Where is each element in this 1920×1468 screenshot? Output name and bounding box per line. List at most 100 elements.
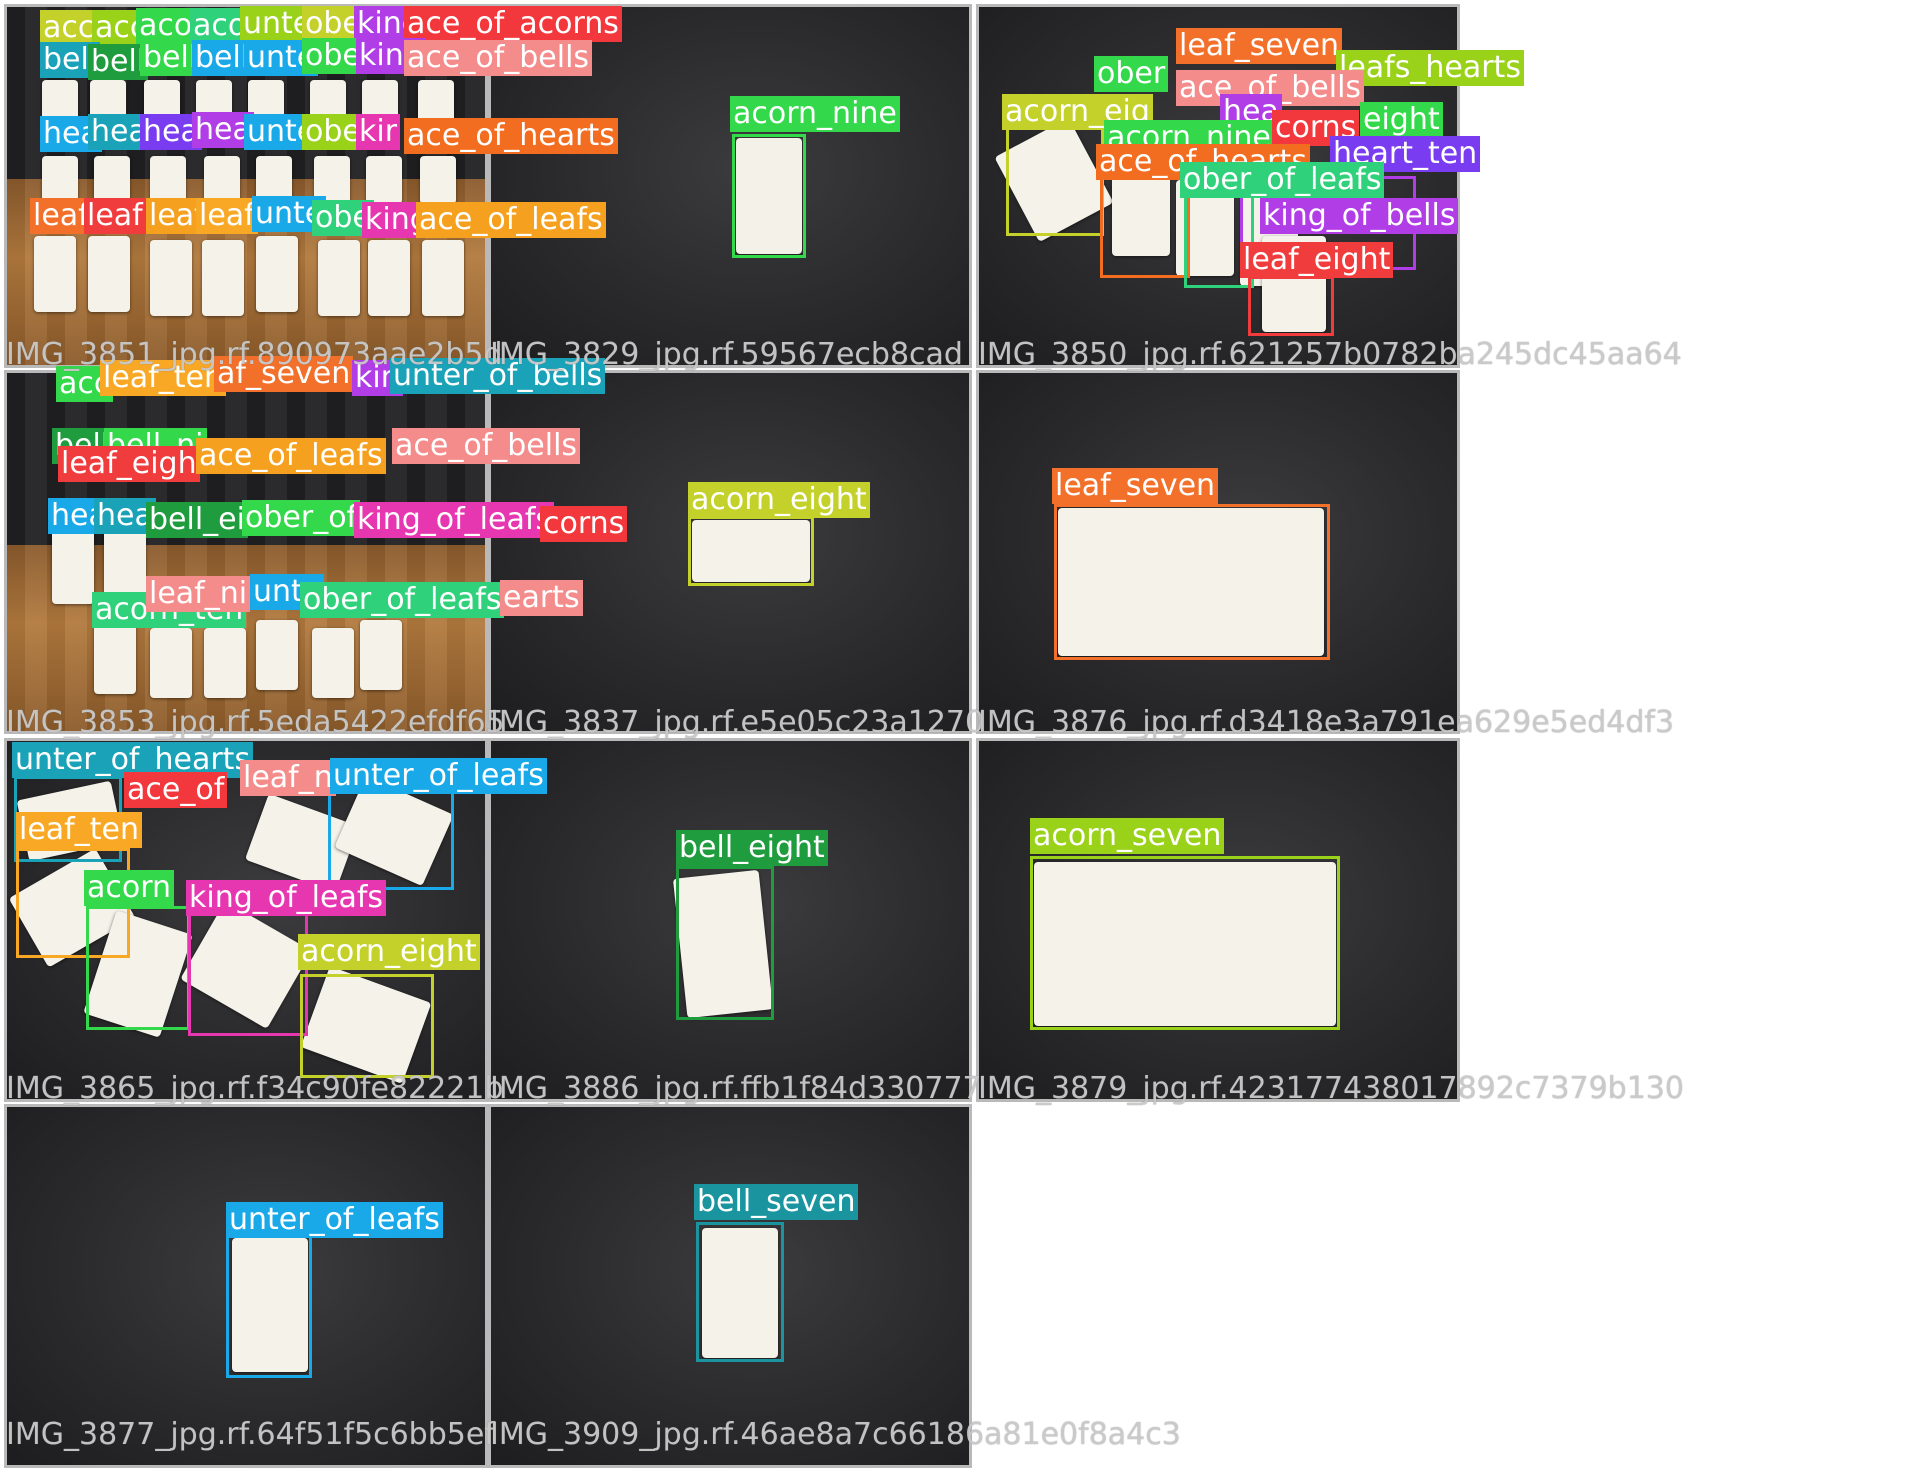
- bbox-label: ace_of_hearts: [404, 118, 618, 154]
- bbox-label: unter_of_leafs: [226, 1202, 443, 1238]
- bbox-label: kir: [356, 114, 401, 150]
- playing-card: [318, 240, 360, 316]
- image-caption: IMG_3877_jpg.rf.64f51f5c6bb5ef: [6, 1417, 495, 1452]
- bbox-label: ace_of_leafs: [416, 202, 606, 238]
- playing-card: [34, 236, 76, 312]
- bbox-label: ober_of_leafs: [1180, 162, 1385, 198]
- bbox-label: acc: [40, 10, 98, 46]
- bbox-label: ace_of_leafs: [196, 438, 386, 474]
- bbox-king-of-leafs: [188, 912, 308, 1036]
- bbox-label: leaf: [30, 198, 92, 234]
- playing-card: [204, 156, 240, 204]
- image-caption: IMG_3876_jpg.rf.d3418e3a791ea629e5ed4df3: [978, 705, 1675, 740]
- image-caption: IMG_3886_jpg.rf.ffb1f84d330777: [490, 1071, 982, 1106]
- bbox-label: leaf_ni: [146, 576, 251, 612]
- bbox-label: earts: [500, 580, 583, 616]
- bbox-label: unter_of_bells: [390, 358, 606, 394]
- bbox-acorn-eight: [300, 974, 434, 1078]
- image-caption: IMG_3865_jpg.rf.f34c90fe82221b: [6, 1071, 504, 1106]
- bbox-label: eight: [1360, 102, 1443, 138]
- playing-card: [1058, 508, 1324, 656]
- bbox-acorn-nine: [732, 134, 806, 258]
- bbox-label: ace_of_bells: [404, 40, 593, 76]
- bbox-label: bell_seven: [694, 1184, 859, 1220]
- playing-card: [150, 240, 192, 316]
- bbox-label: hea: [88, 114, 150, 150]
- bbox-label: af_seven: [214, 356, 354, 392]
- bbox-label: leaf_seven: [1052, 468, 1219, 504]
- bbox-unter-of-leafs: [226, 1232, 312, 1378]
- bbox-label: acorn_eight: [688, 482, 870, 518]
- bbox-label: corns: [540, 506, 628, 542]
- bbox-label: hea: [140, 114, 202, 150]
- bbox-label: king_of_leafs: [354, 502, 555, 538]
- bbox-label: ace_of_acorns: [404, 6, 622, 42]
- playing-card: [202, 240, 244, 316]
- image-caption: IMG_3837_jpg.rf.e5e05c23a1270: [490, 705, 985, 740]
- bbox-label: aco: [136, 8, 196, 44]
- playing-card: [256, 620, 298, 690]
- bbox-label: unte: [240, 6, 315, 42]
- bbox-acorn-eight: [688, 516, 814, 586]
- playing-card: [702, 1228, 778, 1358]
- playing-card: [256, 236, 298, 312]
- bbox-label: acorn_seven: [1030, 818, 1225, 854]
- playing-card: [94, 624, 136, 694]
- bbox-label: king_of_leafs: [186, 880, 387, 916]
- playing-card: [52, 528, 94, 604]
- bbox-acorn: [86, 906, 190, 1030]
- bbox-label: hea: [94, 498, 156, 534]
- playing-card: [368, 240, 410, 316]
- image-caption: IMG_3829_jpg.rf.59567ecb8cad: [490, 337, 963, 372]
- bbox-label: obe: [302, 6, 364, 42]
- playing-card: [422, 240, 464, 316]
- bbox-leaf-seven: [1054, 504, 1330, 660]
- playing-card: [420, 156, 456, 204]
- bbox-leaf-eight: [1248, 276, 1334, 336]
- bbox-label: hea: [192, 112, 254, 148]
- bbox-label: bell: [140, 40, 201, 76]
- bbox-label: ober_of_leafs: [300, 582, 505, 618]
- bbox-label: ober: [1094, 56, 1169, 92]
- bbox-label: leaf: [84, 198, 146, 234]
- bbox-label: leaf_eigh: [58, 446, 200, 482]
- bbox-label: acorn_eight: [298, 934, 480, 970]
- bbox-label: ober_of: [242, 500, 361, 536]
- bbox-label: bell_eight: [676, 830, 828, 866]
- bbox-label: leaf_ten: [100, 360, 226, 396]
- playing-card: [204, 628, 246, 698]
- bbox-label: bell: [192, 40, 253, 76]
- playing-card: [94, 156, 130, 204]
- bbox-label: ace_of_bells: [392, 428, 581, 464]
- playing-card: [42, 156, 78, 204]
- bbox-label: leaf_ten: [16, 812, 142, 848]
- bbox-label: leaf_eight: [1240, 242, 1394, 278]
- playing-card: [232, 1238, 308, 1372]
- playing-card: [88, 236, 130, 312]
- bbox-label: obe: [302, 38, 364, 74]
- bbox-bell-seven: [696, 1222, 784, 1362]
- bbox-label: bell_ei: [146, 502, 248, 538]
- bbox-unter-of-leafs: [328, 790, 454, 890]
- playing-card: [312, 628, 354, 698]
- bbox-label: unter_of_leafs: [330, 758, 547, 794]
- bbox-label: ace_of: [124, 772, 228, 808]
- bbox-label: leafs_hearts: [1336, 50, 1524, 86]
- bbox-label: leaf_n: [240, 760, 336, 796]
- playing-card: [736, 138, 802, 254]
- playing-card: [150, 156, 186, 204]
- bbox-label: bell: [88, 44, 149, 80]
- bbox-label: leaf: [196, 198, 258, 234]
- playing-card: [366, 156, 402, 204]
- image-caption: IMG_3851_jpg.rf.890973aae2b5d: [6, 337, 503, 372]
- playing-card: [692, 520, 810, 582]
- bbox-label: leaf_seven: [1176, 28, 1343, 64]
- bbox-label: ace_of_bells: [1176, 70, 1365, 106]
- bbox-label: acorn_nine: [730, 96, 900, 132]
- image-caption: IMG_3879_jpg.rf.423177438017892c7379b130: [978, 1071, 1684, 1106]
- image-caption: IMG_3850_jpg.rf.621257b0782ba245dc45aa64: [978, 337, 1682, 372]
- bbox-acorn-seven: [1030, 856, 1340, 1030]
- bbox-acorn-eight: [1006, 124, 1104, 236]
- bbox-label: acorn: [84, 870, 175, 906]
